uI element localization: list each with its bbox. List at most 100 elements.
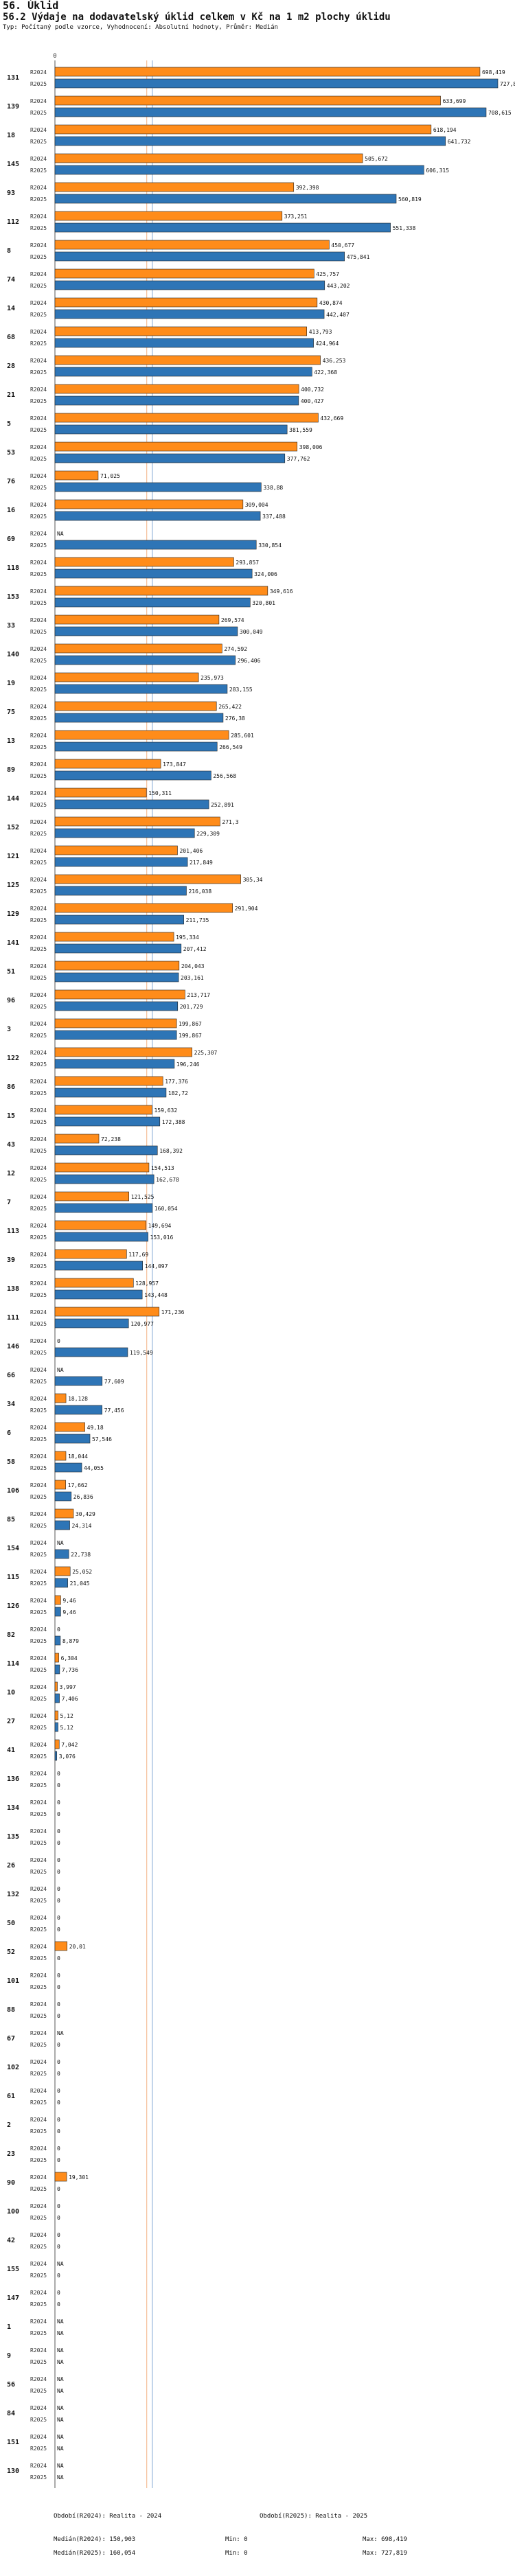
- chart-header: 56. Úklid 56.2 Výdaje na dodavatelský úk…: [3, 0, 511, 32]
- bar-r2024: [54, 1451, 67, 1461]
- data-label: 618,194: [433, 127, 457, 133]
- series-label: R2025: [30, 1177, 47, 1183]
- series-label: R2025: [30, 1206, 47, 1212]
- bar-r2024: [54, 1278, 134, 1288]
- bar-r2024: [54, 67, 481, 77]
- category-group: 152 R2024 271,3 R2025 229,309: [7, 816, 239, 838]
- bar-r2024: [54, 1307, 160, 1317]
- series-label: R2025: [30, 168, 47, 174]
- series-label: R2024: [30, 1655, 47, 1661]
- series-label: R2024: [30, 1713, 47, 1719]
- category-label: 23: [7, 2150, 15, 2158]
- data-label: 8,879: [62, 1638, 79, 1644]
- data-label: 0: [57, 1898, 60, 1904]
- category-label: 10: [7, 1689, 15, 1697]
- bar-r2024: [54, 1047, 192, 1057]
- bar-r2024: [54, 1018, 177, 1028]
- series-label: R2025: [30, 1436, 47, 1442]
- data-label: 213,717: [187, 992, 210, 998]
- bar-r2025: [54, 713, 224, 723]
- data-label: 19,301: [69, 2174, 89, 2181]
- category-group: 125 R2024 305,34 R2025 216,038: [7, 874, 263, 896]
- category-group: 33 R2024 269,574 R2025 300,049: [7, 614, 263, 636]
- category-label: 42: [7, 2237, 15, 2244]
- category-group: 19 R2024 235,973 R2025 283,155: [7, 672, 253, 694]
- bar-r2025: [54, 165, 424, 175]
- category-label: 14: [7, 305, 15, 312]
- legend-r2025: Období(R2025): Realita - 2025: [260, 2513, 368, 2520]
- data-label: 256,568: [213, 773, 236, 779]
- series-label: R2025: [30, 1494, 47, 1500]
- data-label: 274,592: [224, 646, 247, 652]
- data-label: 0: [57, 2215, 60, 2221]
- series-label: R2024: [30, 1886, 47, 1892]
- category-group: 111 R2024 171,236 R2025 120,977: [7, 1307, 185, 1329]
- data-label: 77,456: [104, 1407, 124, 1414]
- series-label: R2024: [30, 2059, 47, 2065]
- series-label: R2025: [30, 1033, 47, 1039]
- series-label: R2025: [30, 1523, 47, 1529]
- series-label: R2024: [30, 1396, 47, 1402]
- bar-r2025: [54, 367, 312, 377]
- category-label: 28: [7, 363, 15, 370]
- median-r2024: Medián(R2024): 150,903: [54, 2536, 136, 2543]
- bar-r2025: [54, 540, 257, 550]
- bar-r2024: [54, 470, 99, 481]
- category-label: 43: [7, 1141, 15, 1149]
- category-label: 13: [7, 737, 15, 745]
- bar-r2025: [54, 1751, 58, 1761]
- data-label: 641,732: [448, 139, 471, 145]
- category-group: 39 R2024 117,69 R2025 144,097: [7, 1249, 168, 1271]
- category-group: 28 R2024 436,253 R2025 422,368: [7, 355, 346, 377]
- series-label: R2024: [30, 1165, 47, 1171]
- series-label: R2024: [30, 1626, 47, 1633]
- category-label: 114: [7, 1660, 19, 1668]
- category-label: 111: [7, 1314, 19, 1322]
- series-label: R2025: [30, 831, 47, 837]
- series-label: R2025: [30, 2273, 47, 2279]
- data-label: 6,304: [61, 1655, 78, 1661]
- category-group: 5 R2024 432,669 R2025 381,559: [7, 413, 343, 435]
- chart-subtitle: 56.2 Výdaje na dodavatelský úklid celkem…: [3, 12, 391, 23]
- bar-r2025: [54, 1318, 129, 1329]
- series-label: R2024: [30, 1569, 47, 1575]
- bar-r2024: [54, 701, 217, 711]
- bar-r2025: [54, 1520, 70, 1530]
- category-group: 12 R2024 154,513 R2025 162,678: [7, 1162, 179, 1184]
- category-group: 115 R2024 25,052 R2025 21,045: [7, 1566, 92, 1588]
- data-label: NA: [57, 2474, 64, 2481]
- bar-r2024: [54, 326, 308, 336]
- legend-r2024: Období(R2024): Realita - 2024: [54, 2513, 162, 2520]
- bar-r2024: [54, 1653, 59, 1663]
- category-group: 96 R2024 213,717 R2025 201,729: [7, 989, 210, 1011]
- series-label: R2024: [30, 1021, 47, 1027]
- category-label: 134: [7, 1804, 19, 1812]
- category-group: 75 R2024 265,422 R2025 276,38: [7, 701, 245, 723]
- bar-r2025: [54, 568, 253, 579]
- bar-r2025: [54, 1607, 61, 1617]
- category-group: 126 R2024 9,46 R2025 9,46: [7, 1595, 76, 1617]
- data-label: 0: [57, 2290, 60, 2296]
- data-label: 0: [57, 2001, 60, 2008]
- category-group: 131 R2024 698,419 R2025 727,819: [7, 67, 515, 89]
- category-group: 93 R2024 392,398 R2025 560,819: [7, 182, 422, 204]
- series-label: R2025: [30, 1725, 47, 1731]
- data-label: 551,338: [393, 225, 416, 231]
- series-label: R2025: [30, 802, 47, 808]
- category-label: 61: [7, 2093, 15, 2100]
- series-label: R2025: [30, 1638, 47, 1644]
- series-label: R2025: [30, 2417, 47, 2423]
- data-label: 0: [57, 2100, 60, 2106]
- series-label: R2024: [30, 675, 47, 681]
- series-label: R2025: [30, 1782, 47, 1789]
- series-label: R2025: [30, 2186, 47, 2192]
- bar-r2024: [54, 816, 220, 827]
- series-label: R2024: [30, 1684, 47, 1690]
- series-label: R2025: [30, 687, 47, 693]
- bar-r2024: [54, 1134, 100, 1144]
- series-label: R2025: [30, 2244, 47, 2250]
- category-label: 52: [7, 1948, 15, 1956]
- category-label: 69: [7, 536, 15, 543]
- series-label: R2024: [30, 1915, 47, 1921]
- series-label: R2024: [30, 2088, 47, 2094]
